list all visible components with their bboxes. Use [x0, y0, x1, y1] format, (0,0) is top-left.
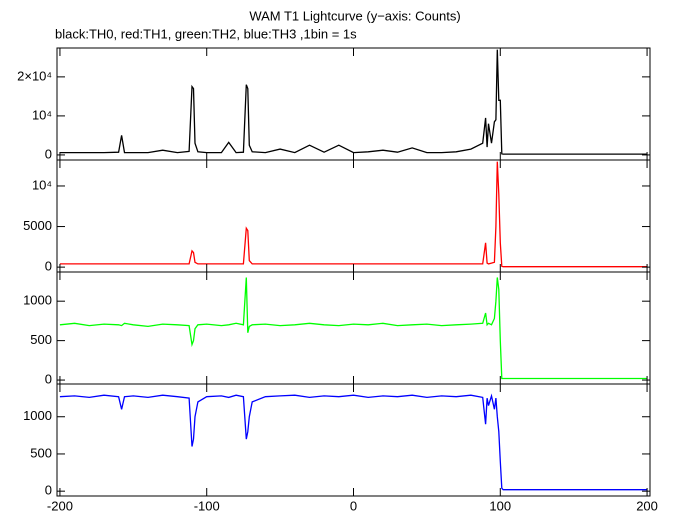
x-tick-label: 200 [636, 498, 658, 513]
x-tick-label: 100 [489, 498, 511, 513]
y-tick-label: 500 [30, 445, 52, 460]
x-tick-label: -100 [194, 498, 220, 513]
y-tick-label: 2×10⁴ [17, 68, 52, 83]
y-tick-label: 500 [30, 332, 52, 347]
panel-frame [56, 383, 651, 497]
lightcurve [59, 277, 648, 380]
lightcurve [59, 161, 648, 268]
panel-frame [56, 159, 651, 273]
y-tick-label: 0 [45, 483, 52, 498]
y-tick-label: 1000 [23, 293, 52, 308]
chart-title: WAM T1 Lightcurve (y−axis: Counts) [249, 8, 460, 23]
y-tick-label: 10⁴ [32, 177, 52, 192]
x-tick-label: 0 [350, 498, 357, 513]
chart-subtitle: black:TH0, red:TH1, green:TH2, blue:TH3 … [55, 26, 357, 41]
panel-frame [56, 271, 651, 385]
lightcurve [59, 49, 648, 155]
y-tick-label: 10⁴ [32, 107, 52, 122]
y-tick-label: 0 [45, 146, 52, 161]
y-tick-label: 0 [45, 259, 52, 274]
lightcurve [59, 393, 648, 491]
y-tick-label: 0 [45, 371, 52, 386]
y-tick-label: 5000 [23, 218, 52, 233]
panel-frame [56, 47, 651, 161]
y-tick-label: 1000 [23, 408, 52, 423]
x-tick-label: -200 [47, 498, 73, 513]
